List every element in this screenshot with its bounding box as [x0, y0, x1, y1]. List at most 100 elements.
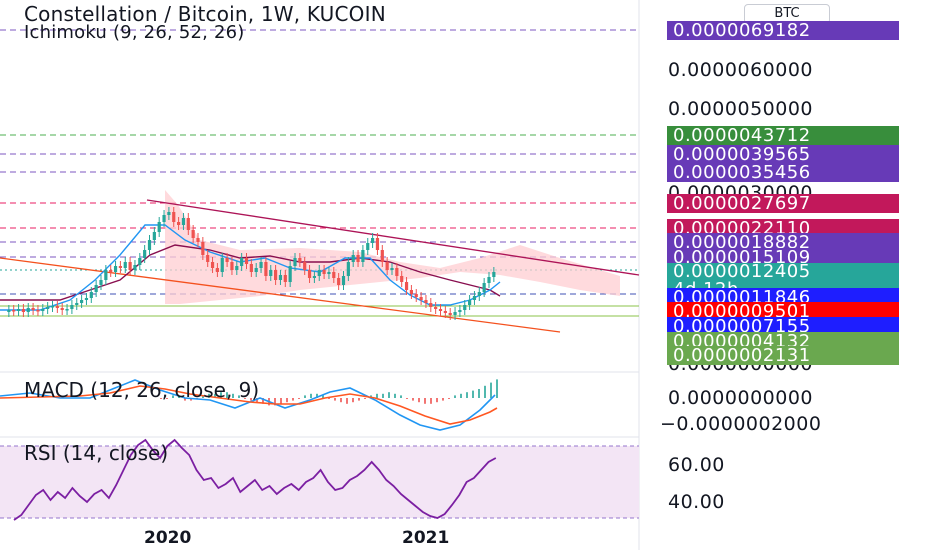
candle-body — [99, 280, 103, 285]
macd-bar — [412, 398, 414, 401]
macd-bar — [286, 398, 288, 403]
macd-bar — [358, 398, 360, 401]
price-tag[interactable]: 0.0000009501 — [667, 302, 899, 321]
macd-bar — [394, 393, 396, 398]
macd-bar — [490, 382, 492, 398]
candle-body — [463, 305, 467, 310]
candle-body — [298, 258, 302, 262]
macd-axis-label: 0.0000000000 — [668, 387, 814, 409]
macd-bar — [460, 393, 462, 398]
macd-bar — [160, 398, 162, 399]
candle-body — [147, 240, 152, 250]
candle-body — [152, 232, 156, 240]
candle-body — [448, 313, 452, 315]
candle-body — [157, 222, 161, 232]
candle-body — [492, 272, 496, 277]
candle-body — [366, 243, 370, 250]
macd-signal-line — [0, 385, 498, 425]
rsi-axis-label: 60.00 — [668, 454, 725, 476]
candle-body — [409, 290, 413, 294]
macd-bar — [376, 393, 378, 398]
candle-body — [118, 266, 122, 268]
macd-bar — [328, 398, 330, 399]
macd-bar — [466, 392, 468, 398]
price-tag[interactable]: 0.0000027697 — [667, 194, 899, 213]
candle-body — [468, 300, 472, 305]
candle-body — [404, 282, 409, 290]
candle-body — [332, 272, 336, 278]
candlesticks — [7, 207, 496, 320]
candle-body — [75, 303, 79, 305]
axis-label: 0.0000050000 — [668, 98, 814, 120]
macd-label[interactable]: MACD (12, 26, close, 9) — [24, 378, 260, 402]
candle-body — [215, 268, 219, 272]
rsi-label[interactable]: RSI (14, close) — [24, 441, 169, 465]
macd-bar — [478, 389, 480, 398]
macd-bar — [472, 390, 474, 398]
indicator-label[interactable]: Ichimoku (9, 26, 52, 26) — [24, 22, 245, 43]
candle-body — [162, 215, 166, 222]
candle-body — [128, 262, 132, 270]
price-tag[interactable]: 0.0000007155 — [667, 317, 899, 336]
chart-title: Constellation / Bitcoin, 1W, KUCOIN — [24, 2, 386, 26]
macd-bar — [256, 398, 258, 403]
macd-bar — [262, 398, 264, 404]
macd-bar — [436, 398, 438, 403]
macd-bar — [340, 398, 342, 403]
candle-body — [46, 307, 50, 309]
candle-body — [177, 222, 181, 225]
macd-bar — [442, 398, 444, 401]
price-tag[interactable]: 0.0000043712 — [667, 126, 899, 145]
macd-bar — [184, 398, 186, 401]
candle-body — [472, 296, 477, 300]
macd-bar — [316, 393, 318, 398]
price-tag[interactable]: 0.0000002131 — [667, 346, 899, 365]
macd-bar — [382, 393, 384, 398]
macd-bar — [166, 398, 168, 399]
macd-bar — [352, 398, 354, 403]
macd-bar — [226, 392, 228, 398]
macd-bar — [202, 395, 204, 398]
macd-bar — [190, 398, 192, 401]
candle-body — [186, 218, 190, 230]
macd-bar — [334, 398, 336, 401]
candle-body — [259, 262, 263, 268]
last-price-value: 0.0000012405 — [673, 261, 811, 282]
candle-body — [477, 292, 481, 296]
candle-body — [322, 270, 326, 274]
candle-body — [307, 270, 312, 278]
price-tag[interactable]: 0.0000015109 — [667, 248, 899, 267]
candle-body — [249, 264, 253, 272]
macd-bar — [292, 398, 294, 401]
candle-body — [278, 275, 283, 280]
candle-body — [283, 275, 287, 282]
candle-body — [317, 270, 321, 276]
time-axis-label: 2020 — [144, 528, 192, 548]
macd-bar — [346, 398, 348, 404]
candle-body — [424, 300, 428, 303]
candle-body — [400, 276, 404, 282]
candle-body — [89, 292, 93, 298]
candle-body — [385, 262, 389, 270]
candle-body — [487, 277, 491, 283]
candle-body — [254, 268, 258, 272]
candle-body — [341, 276, 346, 285]
price-tag[interactable]: 0.0000069182 — [667, 21, 899, 40]
macd-bar — [400, 395, 402, 398]
price-tag[interactable]: 0.0000035456 — [667, 163, 899, 182]
candle-body — [143, 250, 147, 258]
candle-body — [235, 266, 239, 270]
candle-body — [84, 298, 89, 300]
candle-body — [443, 311, 447, 313]
candle-body — [303, 262, 307, 270]
candle-body — [327, 272, 331, 274]
candle-body — [196, 238, 200, 242]
macd-bar — [304, 395, 306, 398]
price-tag[interactable]: 0.0000018882 — [667, 233, 899, 252]
rsi-line — [13, 438, 497, 521]
candle-body — [390, 268, 394, 270]
price-tag[interactable]: 0.0000039565 — [667, 145, 899, 164]
ichimoku-cloud — [165, 190, 620, 304]
macd-bar — [424, 398, 426, 404]
